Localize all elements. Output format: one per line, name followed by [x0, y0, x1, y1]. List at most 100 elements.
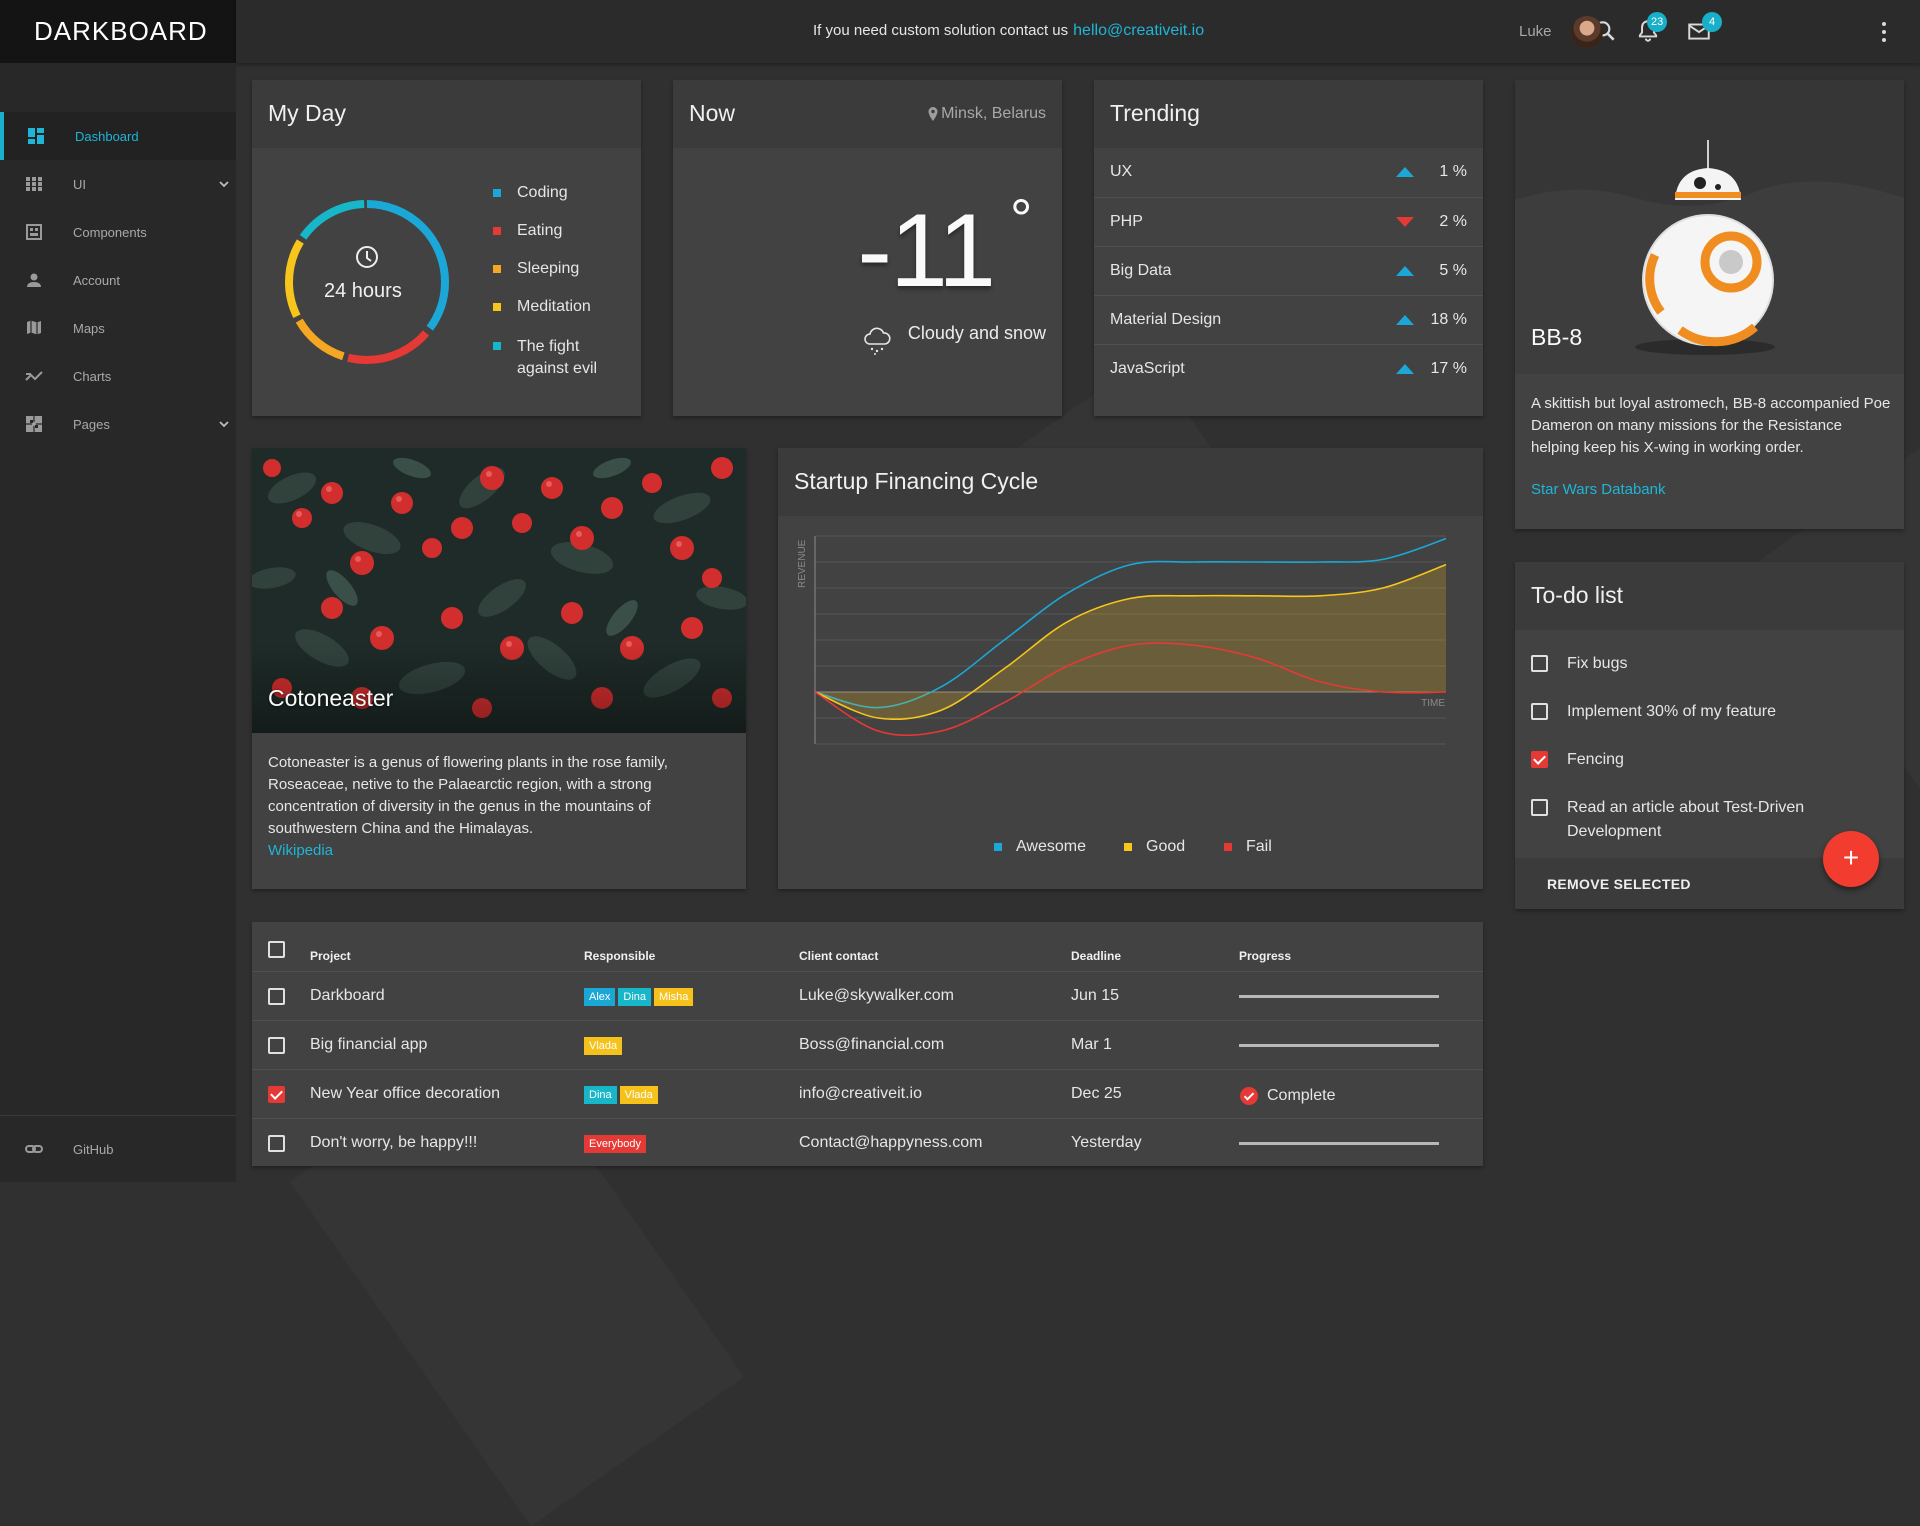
contact-email-link[interactable]: hello@creativeit.io [1073, 22, 1205, 39]
todo-item[interactable]: Fix bugs [1515, 646, 1904, 686]
header-deadline[interactable]: Deadline [1071, 949, 1122, 963]
todo-label: Read an article about Test-Driven Develop… [1567, 796, 1804, 844]
financing-line-chart: REVENUE TIME [797, 535, 1447, 745]
location-pin-icon [928, 107, 938, 121]
sidebar-item-charts[interactable]: Charts [0, 352, 236, 400]
sidebar-item-ui[interactable]: UI [0, 160, 236, 208]
sidebar-item-pages[interactable]: Pages [0, 400, 236, 448]
messages-button[interactable]: 4 [1686, 12, 1722, 44]
todo-item[interactable]: Read an article about Test-Driven Develop… [1515, 790, 1904, 846]
project-name: Don't worry, be happy!!! [310, 1134, 478, 1151]
avatar[interactable] [1571, 16, 1603, 48]
trend-row: PHP 2 % [1094, 197, 1483, 246]
header-progress[interactable]: Progress [1239, 949, 1292, 963]
row-checkbox[interactable] [268, 1037, 285, 1054]
top-bar: If you need custom solution contact us he… [236, 0, 1920, 63]
trend-row: Material Design 18 % [1094, 295, 1483, 344]
todo-item[interactable]: Fencing [1515, 742, 1904, 782]
sidebar-item-label: Charts [73, 368, 112, 384]
sidebar-item-account[interactable]: Account [0, 256, 236, 304]
chip: Vlada [584, 1037, 623, 1055]
chip: Alex [584, 988, 616, 1006]
select-all-checkbox[interactable] [268, 941, 285, 958]
todo-checkbox[interactable] [1531, 703, 1548, 720]
sidebar-item-dashboard[interactable]: Dashboard [0, 112, 236, 160]
table-row[interactable]: New Year office decoration Dina Vlada inf… [252, 1069, 1483, 1118]
legend-label: Good [1146, 838, 1186, 855]
day-donut-chart [285, 200, 449, 364]
cotoneaster-title: Cotoneaster [268, 685, 394, 711]
deadline: Yesterday [1071, 1134, 1142, 1151]
todo-label: Fix bugs [1567, 655, 1628, 672]
sidebar-item-label: Account [73, 272, 120, 288]
remove-selected-button[interactable]: REMOVE SELECTED [1547, 876, 1691, 892]
row-checkbox[interactable] [268, 1086, 285, 1103]
donut-segment-meditation [285, 200, 449, 364]
client-contact: Luke@skywalker.com [799, 987, 954, 1004]
todo-checkbox[interactable] [1531, 655, 1548, 672]
logo[interactable]: DARKBOARD [0, 0, 236, 63]
sidebar: Dashboard UI Components Account Maps Cha… [0, 63, 236, 1182]
legend-item-sleeping: Sleeping [493, 260, 580, 278]
todo-item[interactable]: Implement 30% of my feature [1515, 694, 1904, 734]
legend-item-awesome: Awesome [994, 838, 1086, 856]
card-header: To-do list [1515, 562, 1904, 630]
trend-value: 5 % [1439, 262, 1467, 279]
row-checkbox[interactable] [268, 988, 285, 1005]
x-axis-label: TIME [1421, 698, 1445, 709]
table-row[interactable]: Darkboard Alex Dina Misha Luke@skywalker.c… [252, 971, 1483, 1020]
header-project[interactable]: Project [310, 949, 351, 963]
trend-value: 18 % [1430, 311, 1467, 328]
bb8-card: BB-8 A skittish but loyal astromech, BB-… [1515, 80, 1904, 529]
table-row[interactable]: Don't worry, be happy!!! Everybody Conta… [252, 1118, 1483, 1167]
trend-row: UX 1 % [1094, 148, 1483, 197]
client-contact: info@creativeit.io [799, 1085, 922, 1102]
bb8-text: A skittish but loyal astromech, BB-8 acc… [1531, 395, 1891, 456]
weather-card: Now Minsk, Belarus -11 ° Cloudy and snow [673, 80, 1062, 416]
sidebar-item-label: Components [73, 224, 147, 240]
todo-checkbox[interactable] [1531, 751, 1548, 768]
legend-item-coding: Coding [493, 184, 568, 202]
trend-name: JavaScript [1110, 360, 1185, 377]
legend-item-meditation: Meditation [493, 298, 591, 316]
series-area-good [815, 564, 1446, 720]
arrow-up-icon [1396, 167, 1414, 177]
bb8-illustration [1515, 140, 1904, 374]
notifications-button[interactable]: 23 [1635, 12, 1668, 44]
trend-value: 1 % [1439, 163, 1467, 180]
bb8-title: BB-8 [1531, 324, 1583, 350]
add-todo-button[interactable]: + [1823, 831, 1879, 887]
legend-label: Fail [1246, 838, 1272, 855]
row-checkbox[interactable] [268, 1135, 285, 1152]
sidebar-item-github[interactable]: GitHub [0, 1125, 236, 1173]
header-responsible[interactable]: Responsible [584, 949, 656, 963]
trend-value: 17 % [1430, 360, 1467, 377]
trend-name: Material Design [1110, 311, 1222, 328]
legend-label: Sleeping [517, 260, 580, 277]
sidebar-item-label: Dashboard [75, 128, 139, 144]
trend-value: 2 % [1439, 213, 1467, 230]
responsible-chips: Alex Dina Misha [584, 987, 696, 1006]
header-contact[interactable]: Client contact [799, 949, 879, 963]
card-header: Trending [1094, 80, 1483, 148]
legend-item-fight: The fight against evil [493, 336, 597, 380]
legend-label-line1: The fight [517, 338, 580, 355]
card-title: Trending [1110, 100, 1200, 126]
more-vert-icon[interactable] [1880, 20, 1888, 44]
berries-photo [252, 448, 746, 733]
weather-location: Minsk, Belarus [941, 105, 1046, 122]
notifications-badge: 23 [1647, 12, 1668, 32]
bb8-databank-link[interactable]: Star Wars Databank [1531, 481, 1666, 498]
logo-text: DARKBOARD [34, 16, 208, 46]
project-name: Darkboard [310, 987, 385, 1004]
sidebar-item-components[interactable]: Components [0, 208, 236, 256]
grid-icon [26, 177, 42, 191]
todo-checkbox[interactable] [1531, 799, 1548, 816]
user-name[interactable]: Luke [1519, 23, 1552, 40]
sidebar-item-label: Maps [73, 320, 105, 336]
sidebar-divider [0, 1115, 236, 1116]
responsible-chips: Everybody [584, 1134, 649, 1153]
sidebar-item-maps[interactable]: Maps [0, 304, 236, 352]
table-row[interactable]: Big financial app Vlada Boss@financial.c… [252, 1020, 1483, 1069]
wikipedia-link[interactable]: Wikipedia [268, 842, 334, 859]
